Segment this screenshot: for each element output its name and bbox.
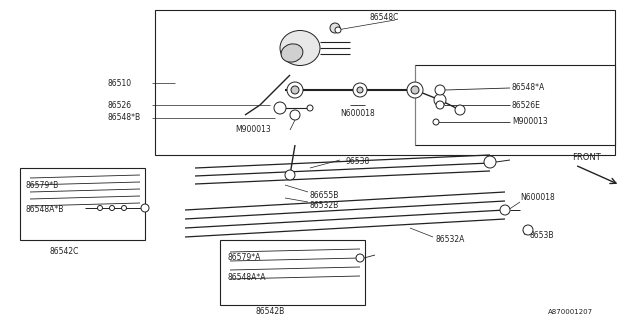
Bar bbox=[155, 10, 615, 155]
Text: 86548*B: 86548*B bbox=[108, 114, 141, 123]
Text: 86542C: 86542C bbox=[50, 247, 79, 257]
Circle shape bbox=[434, 94, 446, 106]
Circle shape bbox=[330, 23, 340, 33]
Circle shape bbox=[274, 102, 286, 114]
Circle shape bbox=[109, 205, 115, 211]
Text: 86542B: 86542B bbox=[255, 308, 284, 316]
Text: FRONT: FRONT bbox=[572, 154, 601, 163]
Text: 86548*A: 86548*A bbox=[512, 84, 545, 92]
Text: 86532B: 86532B bbox=[310, 201, 339, 210]
Text: 86510: 86510 bbox=[108, 78, 132, 87]
Text: 8653B: 8653B bbox=[530, 230, 554, 239]
Circle shape bbox=[122, 205, 127, 211]
Text: 86548A*A: 86548A*A bbox=[228, 273, 266, 282]
Circle shape bbox=[500, 205, 510, 215]
Text: M900013: M900013 bbox=[512, 117, 548, 126]
Circle shape bbox=[141, 204, 149, 212]
Bar bbox=[415, 65, 615, 145]
Circle shape bbox=[436, 101, 444, 109]
Circle shape bbox=[484, 156, 496, 168]
Circle shape bbox=[435, 85, 445, 95]
Bar bbox=[220, 240, 365, 305]
Text: A870001207: A870001207 bbox=[548, 309, 593, 315]
Circle shape bbox=[433, 119, 439, 125]
Circle shape bbox=[407, 82, 423, 98]
Text: 86532A: 86532A bbox=[435, 236, 465, 244]
Circle shape bbox=[97, 205, 102, 211]
Circle shape bbox=[290, 110, 300, 120]
Text: 86526E: 86526E bbox=[512, 100, 541, 109]
Ellipse shape bbox=[281, 44, 303, 62]
Text: 86655B: 86655B bbox=[310, 190, 339, 199]
Text: 86526: 86526 bbox=[108, 100, 132, 109]
Text: 86579*B: 86579*B bbox=[25, 180, 58, 189]
Text: M900013: M900013 bbox=[235, 125, 271, 134]
Circle shape bbox=[455, 105, 465, 115]
Circle shape bbox=[335, 27, 341, 33]
Circle shape bbox=[353, 83, 367, 97]
Circle shape bbox=[291, 86, 299, 94]
Text: 86548C: 86548C bbox=[370, 13, 399, 22]
Text: 96538: 96538 bbox=[345, 157, 369, 166]
Text: N600018: N600018 bbox=[340, 108, 375, 117]
Circle shape bbox=[357, 87, 363, 93]
Text: 86548A*B: 86548A*B bbox=[25, 205, 63, 214]
Circle shape bbox=[307, 105, 313, 111]
Circle shape bbox=[523, 225, 533, 235]
Circle shape bbox=[285, 170, 295, 180]
Text: N600018: N600018 bbox=[520, 194, 555, 203]
Bar bbox=[20, 168, 145, 240]
Ellipse shape bbox=[280, 30, 320, 66]
Circle shape bbox=[287, 82, 303, 98]
Circle shape bbox=[411, 86, 419, 94]
Text: 86579*A: 86579*A bbox=[228, 253, 261, 262]
Circle shape bbox=[356, 254, 364, 262]
